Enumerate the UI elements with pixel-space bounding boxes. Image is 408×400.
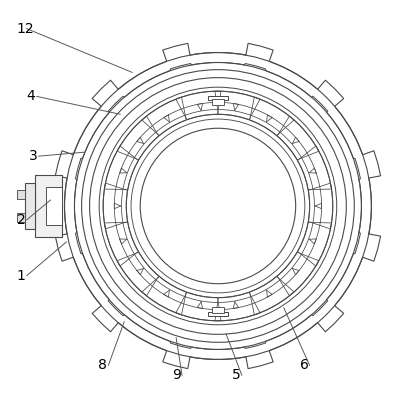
Text: 2: 2 — [17, 213, 25, 227]
Polygon shape — [75, 62, 361, 350]
Bar — [211, 307, 224, 313]
Bar — [208, 312, 228, 316]
Bar — [18, 190, 25, 199]
Polygon shape — [55, 43, 381, 369]
Text: 4: 4 — [27, 89, 35, 103]
Bar — [208, 96, 228, 100]
Circle shape — [49, 36, 387, 375]
Bar — [18, 213, 25, 222]
Text: 9: 9 — [172, 368, 181, 382]
Text: 3: 3 — [29, 149, 38, 163]
Text: 5: 5 — [232, 368, 241, 382]
Text: 6: 6 — [299, 358, 308, 372]
Bar — [35, 175, 62, 237]
Text: 8: 8 — [98, 358, 107, 372]
Bar — [25, 183, 35, 229]
Text: 12: 12 — [17, 22, 34, 36]
Circle shape — [140, 128, 296, 284]
Bar — [46, 187, 62, 225]
Text: 1: 1 — [17, 269, 26, 283]
Bar — [211, 99, 224, 105]
